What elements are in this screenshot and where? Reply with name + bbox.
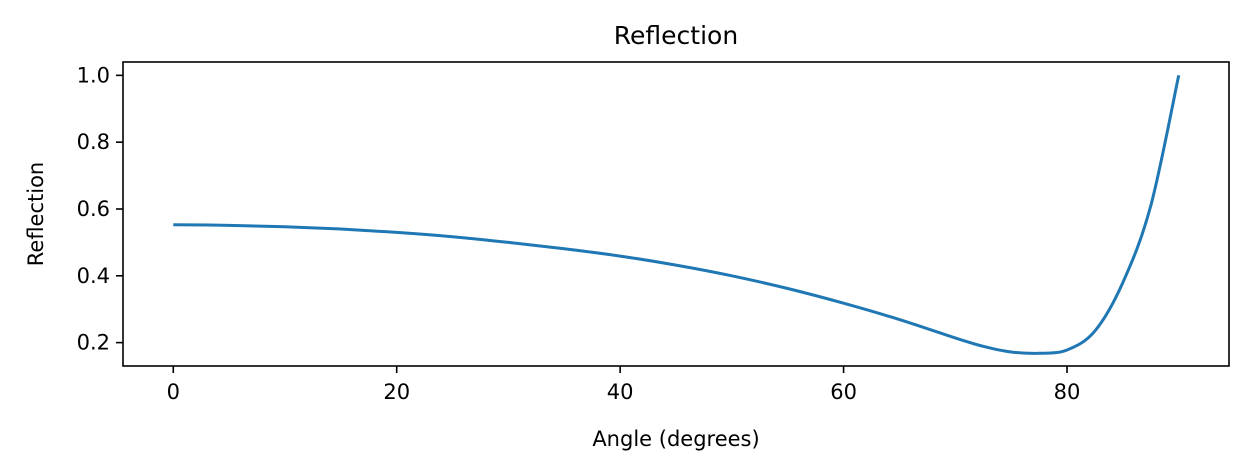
x-tick-label: 80	[1054, 380, 1081, 404]
series-line	[173, 75, 1181, 355]
y-tick-label: 0.6	[77, 197, 110, 221]
y-tick-label: 0.2	[77, 331, 110, 355]
y-axis-title: Reflection	[24, 162, 48, 267]
x-tick-label: 60	[830, 380, 857, 404]
y-tick-label: 0.8	[77, 130, 110, 154]
plot-area	[173, 75, 1181, 355]
x-axis-ticks: 0 20 40 60 80	[167, 366, 1081, 404]
x-axis-title: Angle (degrees)	[592, 427, 759, 451]
y-tick-label: 0.4	[77, 264, 110, 288]
x-tick-label: 40	[607, 380, 634, 404]
x-tick-label: 0	[167, 380, 180, 404]
plot-frame	[122, 61, 1230, 367]
chart-title: Reflection	[614, 21, 738, 50]
y-axis-ticks: 0.2 0.4 0.6 0.8 1.0	[77, 63, 123, 355]
x-tick-label: 20	[383, 380, 410, 404]
y-tick-label: 1.0	[77, 63, 110, 87]
